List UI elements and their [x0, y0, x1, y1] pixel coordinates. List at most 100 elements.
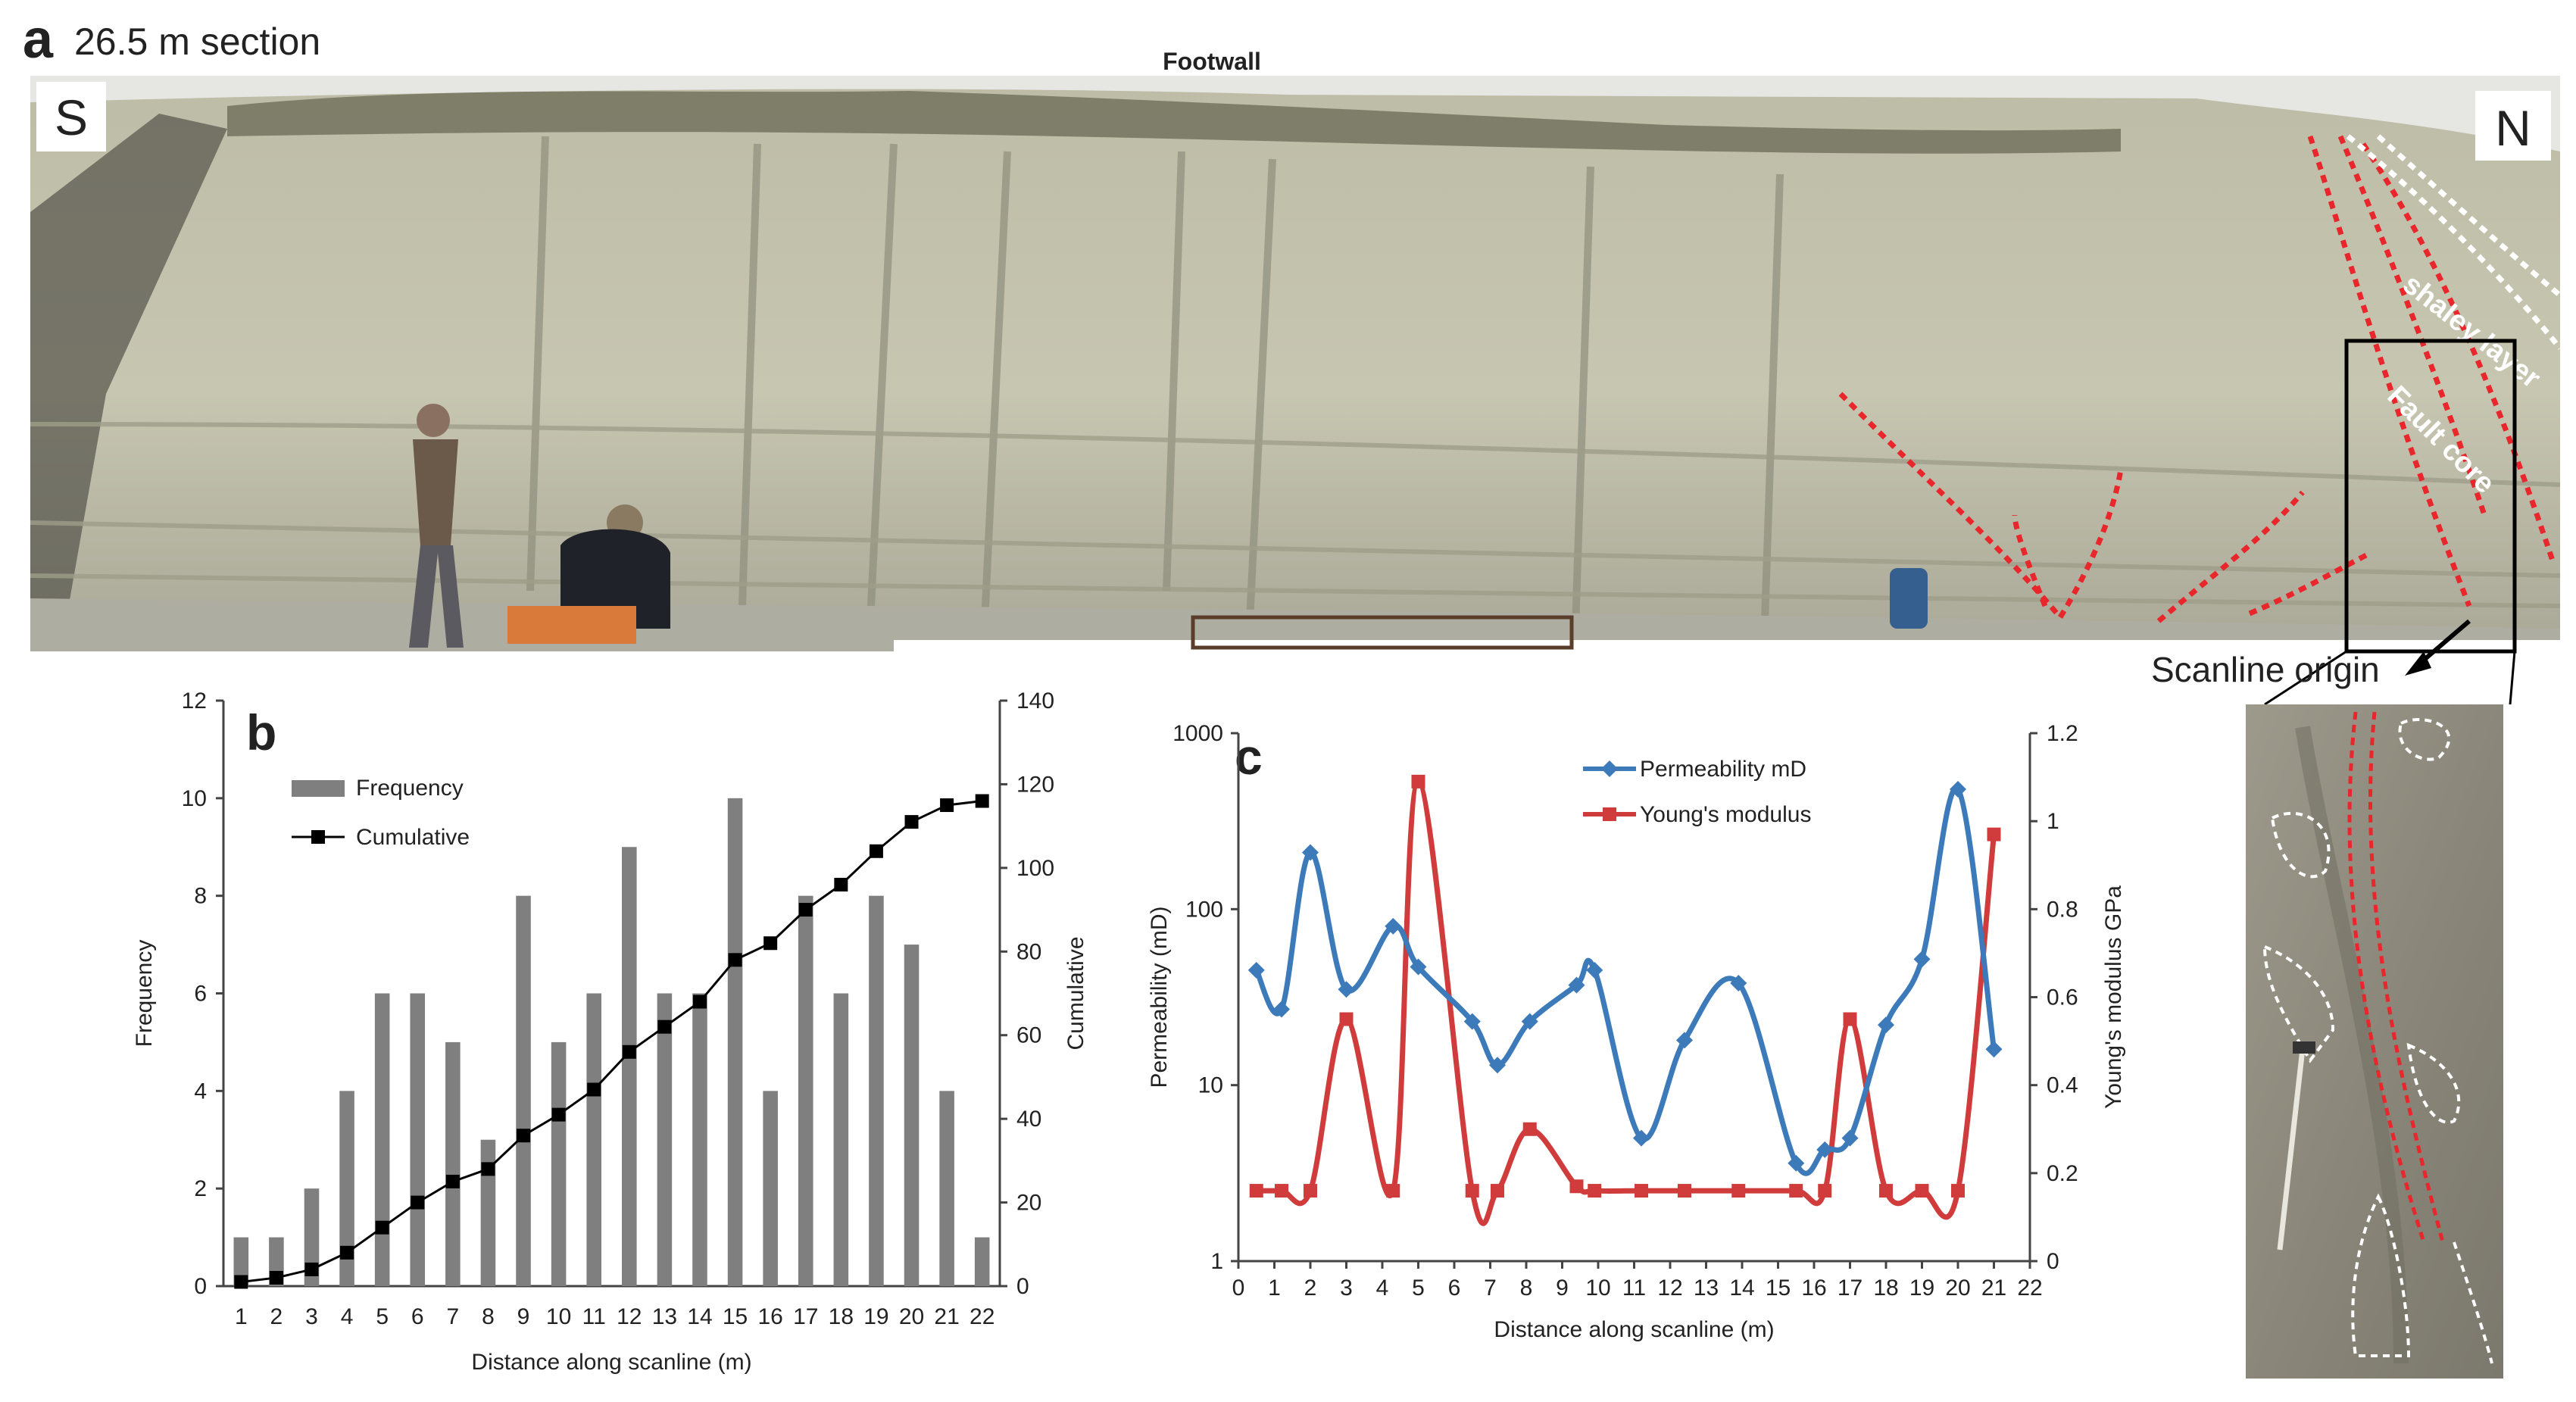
b-cumulative-point	[763, 936, 778, 951]
c-ytick-label-left: 1	[1210, 1249, 1223, 1274]
b-xtick-label: 3	[305, 1304, 318, 1329]
b-xtick-label: 11	[582, 1304, 606, 1329]
c-xtick-label: 2	[1304, 1276, 1317, 1301]
c-permeability-point	[1273, 1001, 1290, 1018]
c-xtick-label: 6	[1448, 1276, 1461, 1301]
c-youngs-modulus-point	[1339, 1012, 1354, 1026]
c-permeability-point	[1913, 951, 1931, 968]
c-youngs-modulus-point	[1678, 1184, 1691, 1198]
b-frequency-bar	[904, 945, 920, 1286]
b-frequency-bar	[551, 1041, 567, 1286]
c-xtick-label: 1	[1268, 1276, 1281, 1301]
b-cumulative-point	[622, 1044, 636, 1059]
c-xtick-label: 15	[1766, 1276, 1791, 1301]
person-standing	[409, 404, 464, 648]
c-youngs-modulus-point	[1411, 774, 1425, 788]
c-ytick-label-right: 0.2	[2047, 1161, 2078, 1186]
c-youngs-modulus-line	[1256, 779, 1997, 1226]
b-ytick-label-right: 120	[1016, 772, 1054, 797]
backpack	[1890, 568, 1928, 629]
b-frequency-bar	[233, 1237, 249, 1286]
c-permeability-point	[1676, 1032, 1693, 1049]
b-xtick-label: 6	[411, 1304, 424, 1329]
c-youngs-modulus-point	[1249, 1184, 1263, 1198]
c-ytick-label-left: 10	[1198, 1073, 1223, 1098]
b-xtick-label: 9	[517, 1304, 530, 1329]
b-frequency-bar	[339, 1091, 354, 1286]
c-youngs-modulus-point	[1818, 1184, 1832, 1198]
b-ytick-label-left: 6	[194, 982, 207, 1007]
chart-b-bars	[233, 798, 990, 1286]
b-legend-cumulative-marker	[311, 830, 325, 844]
b-frequency-bar	[516, 895, 531, 1286]
chart-b-cumulative-line	[234, 794, 989, 1289]
b-cumulative-point	[269, 1270, 283, 1285]
b-xtick-label: 7	[446, 1304, 459, 1329]
c-xtick-label: 9	[1556, 1276, 1569, 1301]
panel-a-title: 26.5 m section	[74, 20, 320, 63]
inset-hammer-handle	[2277, 1048, 2306, 1251]
b-frequency-bar	[657, 993, 673, 1286]
c-ylabel-right: Young's modulus GPa	[2101, 885, 2126, 1109]
c-permeability-point	[1985, 1041, 2003, 1058]
panel-a-letter: a	[23, 9, 54, 70]
chart-c-axes: 0 1 2 3 4 5 6 7 8 9 10 11 12 13 14 15 16 17 18 19 20 21 221101…	[1147, 721, 2126, 1342]
c-xtick-label: 10	[1585, 1276, 1610, 1301]
south-label: S	[55, 89, 88, 145]
b-ytick-label-left: 12	[182, 689, 207, 713]
b-cumulative-point	[551, 1107, 566, 1122]
c-xtick-label: 18	[1873, 1276, 1898, 1301]
b-frequency-bar	[445, 1041, 461, 1286]
c-permeability-point	[1730, 974, 1747, 991]
b-cumulative-point	[340, 1245, 354, 1260]
b-ytick-label-left: 8	[194, 884, 207, 909]
zoom-connector	[2264, 650, 2516, 706]
chart-c-series	[1247, 774, 2003, 1226]
b-xtick-label: 13	[652, 1304, 677, 1329]
inset-hammer-head	[2293, 1041, 2315, 1054]
b-ylabel-left: Frequency	[132, 940, 157, 1048]
b-xtick-label: 19	[863, 1304, 888, 1329]
c-xtick-label: 12	[1657, 1276, 1682, 1301]
b-xtick-label: 20	[899, 1304, 924, 1329]
b-xtick-label: 17	[793, 1304, 818, 1329]
c-youngs-modulus-point	[1491, 1184, 1504, 1198]
chart-c: c 0 1 2 3 4 5 6 7 8 9 10 11 12 13 14 15 16 17 18 19 20 21 2211…	[1147, 721, 2126, 1342]
c-xtick-label: 8	[1520, 1276, 1533, 1301]
c-ytick-label-right: 0.8	[2047, 897, 2078, 922]
c-xtick-label: 16	[1801, 1276, 1826, 1301]
c-ytick-label-right: 0.4	[2047, 1073, 2078, 1098]
person-sitting	[507, 504, 670, 644]
b-frequency-bar	[974, 1237, 990, 1286]
b-xtick-label: 21	[934, 1304, 959, 1329]
c-youngs-modulus-point	[1731, 1184, 1746, 1198]
c-permeability-point	[1788, 1154, 1805, 1172]
c-xtick-label: 5	[1412, 1276, 1425, 1301]
c-youngs-modulus-point	[1879, 1184, 1893, 1198]
b-frequency-bar	[798, 895, 813, 1286]
inset-clast-outlines	[2262, 718, 2493, 1364]
c-permeability-point	[1247, 961, 1265, 979]
c-xlabel: Distance along scanline (m)	[1494, 1317, 1774, 1342]
b-cumulative-polyline	[241, 800, 982, 1283]
b-ytick-label-left: 4	[194, 1079, 207, 1104]
c-xtick-label: 4	[1376, 1276, 1389, 1301]
b-ytick-label-right: 40	[1016, 1107, 1041, 1132]
scanline-origin-label: Scanline origin	[2151, 650, 2380, 689]
b-ytick-label-right: 60	[1016, 1023, 1041, 1048]
b-frequency-bar	[692, 993, 707, 1286]
b-frequency-bar	[939, 1091, 954, 1286]
c-xtick-label: 21	[1981, 1276, 2006, 1301]
b-ytick-label-right: 20	[1016, 1191, 1041, 1216]
c-youngs-modulus-point	[1635, 1184, 1648, 1198]
metal-frame	[1191, 615, 1574, 650]
b-cumulative-point	[940, 798, 954, 813]
b-cumulative-point	[304, 1262, 319, 1276]
b-ytick-label-left: 0	[194, 1274, 207, 1299]
c-permeability-point	[1950, 781, 1966, 798]
c-ytick-label-left: 100	[1185, 897, 1223, 922]
c-permeability-point	[1489, 1057, 1506, 1074]
c-permeability-point	[1633, 1129, 1650, 1147]
c-ytick-label-right: 1.2	[2047, 721, 2078, 746]
